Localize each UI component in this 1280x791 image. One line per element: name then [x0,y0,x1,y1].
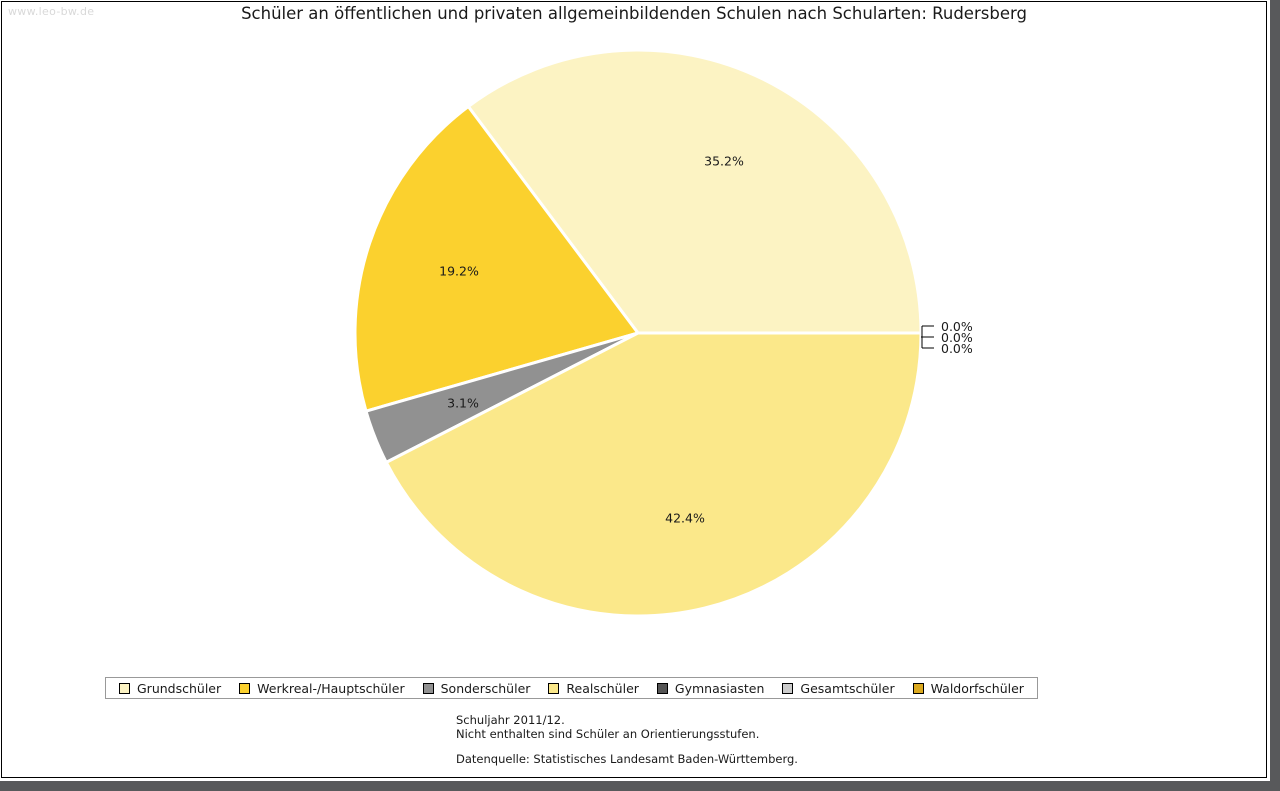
page-title: Schüler an öffentlichen und privaten all… [241,4,1027,23]
legend-item[interactable]: Grundschüler [110,681,230,696]
legend-swatch-icon [548,682,560,694]
pie-slice[interactable] [384,331,923,618]
pie-chart: 35.2% 19.2% 3.1% 42.4% 0.0% 0.0% 0.0% [0,30,1268,670]
pie-zero-percent-label: 0.0% [941,330,973,345]
legend-item[interactable]: Waldorfschüler [904,681,1033,696]
legend-swatch-icon [912,682,924,694]
legend-item[interactable]: Sonderschüler [414,681,540,696]
footnote-schuljahr: Schuljahr 2011/12. [456,713,565,727]
legend-item[interactable]: Realschüler [539,681,647,696]
footnote-orientierungsstufen: Nicht enthalten sind Schüler an Orientie… [456,727,760,741]
pie-svg [353,48,934,618]
footnote-datenquelle: Datenquelle: Statistisches Landesamt Bad… [456,752,798,766]
zero-leader-bracket [921,325,934,349]
footnote-spacer [456,741,798,752]
footnotes: Schuljahr 2011/12. Nicht enthalten sind … [456,713,798,766]
legend-item-label: Gesamtschüler [800,680,895,696]
legend-item[interactable]: Gesamtschüler [773,681,903,696]
legend-swatch-icon [422,682,434,694]
legend-item[interactable]: Gymnasiasten [648,681,774,696]
pie-slice-percent-label: 3.1% [447,395,479,411]
frame-shadow-bottom [0,781,1280,791]
legend-item-label: Grundschüler [137,680,222,696]
legend-swatch-icon [119,682,130,694]
watermark: www.leo-bw.de [8,5,95,18]
legend: Grundschüler Werkreal-/Hauptschüler Sonder… [105,677,1038,699]
pie-slice[interactable] [353,105,640,413]
pie-slice-percent-label: 42.4% [665,510,705,526]
legend-swatch-icon [656,682,668,694]
legend-item-label: Gymnasiasten [674,680,765,696]
legend-swatch-icon [782,682,794,694]
legend-item-label: Realschüler [566,680,639,696]
legend-item[interactable]: Werkreal-/Hauptschüler [230,681,413,696]
pie-slice-percent-label: 35.2% [704,153,744,169]
legend-item-label: Waldorfschüler [930,680,1024,696]
frame-shadow-right [1270,0,1280,791]
legend-item-label: Werkreal-/Hauptschüler [257,680,405,696]
legend-swatch-icon [239,682,251,694]
pie-zero-percent-label: 0.0% [941,341,973,356]
pie-zero-percent-label: 0.0% [941,319,973,334]
pie-slice[interactable] [466,48,923,335]
legend-item-label: Sonderschüler [440,680,531,696]
pie-slice-percent-label: 19.2% [439,263,479,279]
